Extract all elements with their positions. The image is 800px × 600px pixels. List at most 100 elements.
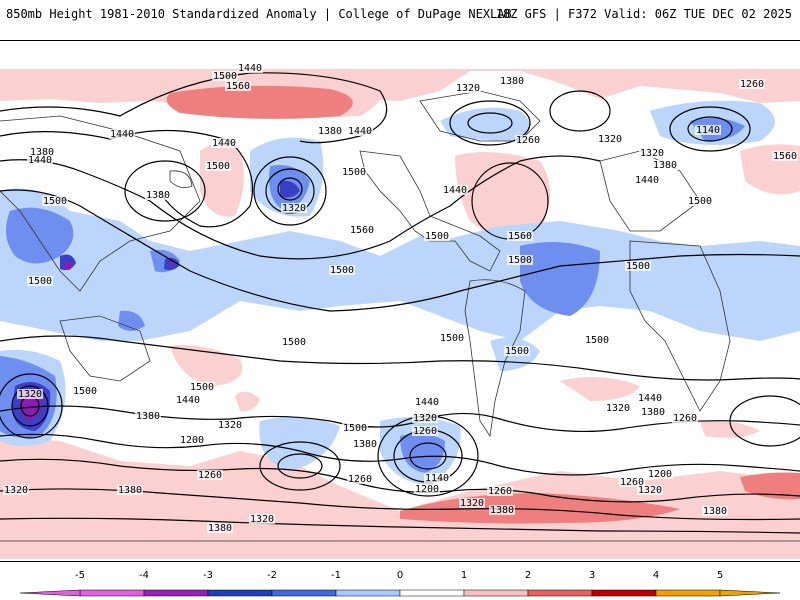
contour-label-bg	[584, 335, 610, 345]
contour-label: 1320	[598, 134, 622, 145]
map-title: 850mb Height 1981-2010 Standardized Anom…	[6, 7, 512, 21]
contour-label-bg	[739, 79, 765, 89]
contour-label: 1320	[413, 413, 437, 424]
contour-label: 1440	[238, 63, 262, 74]
contour-label: 1380	[500, 76, 524, 87]
contour-label-bg	[72, 386, 98, 396]
legend-color-segment	[655, 589, 721, 597]
contour-label-bg	[637, 485, 663, 495]
contour-label: 1380	[318, 126, 342, 137]
contour-label: 1200	[648, 469, 672, 480]
contour-label: 1560	[508, 231, 532, 242]
contour-label: 1440	[212, 138, 236, 149]
contour-label: 1500	[425, 231, 449, 242]
contour-label: 1320	[4, 485, 28, 496]
legend-tick-label: -2	[267, 570, 277, 581]
contour-label: 1380	[118, 485, 142, 496]
contour-label-bg	[459, 498, 485, 508]
contour-label: 1320	[638, 485, 662, 496]
contour-label-bg	[439, 333, 465, 343]
contour-label-bg	[27, 155, 53, 165]
contour-label-bg	[145, 190, 171, 200]
contour-label: 1320	[456, 83, 480, 94]
legend-color-segment	[527, 589, 593, 597]
legend-tick-label: -5	[75, 570, 85, 581]
contour-label-bg	[42, 196, 68, 206]
contour-label-bg	[207, 523, 233, 533]
contour-label: 1560	[226, 81, 250, 92]
legend-color-segment	[335, 589, 401, 597]
contour-label: 1380	[208, 523, 232, 534]
contour-label-bg	[625, 261, 651, 271]
contour-label-bg	[687, 196, 713, 206]
contour-label: 1440	[176, 395, 200, 406]
contour-label: 1380	[703, 506, 727, 517]
negative-anomaly-shading	[0, 100, 800, 486]
legend-color-segment	[143, 589, 209, 597]
contour-label-bg	[414, 397, 440, 407]
model-run-info: 18Z GFS | F372 Valid: 06Z TUE DEC 02 202…	[495, 7, 792, 21]
contour-label-bg	[237, 63, 263, 73]
contour-label: 1440	[443, 185, 467, 196]
contour-label: 1260	[620, 477, 644, 488]
contour-label: 1380	[30, 147, 54, 158]
contour-label-bg	[135, 411, 161, 421]
legend-max-arrow	[719, 589, 781, 597]
contour-label-bg	[507, 231, 533, 241]
contour-label-bg	[117, 485, 143, 495]
legend-color-segment	[463, 589, 529, 597]
contour-label: 1260	[673, 413, 697, 424]
contour-label: 1260	[740, 79, 764, 90]
contour-label-bg	[3, 485, 29, 495]
legend-color-segment	[207, 589, 273, 597]
legend-color-segment	[271, 589, 337, 597]
contour-label-bg	[281, 337, 307, 347]
legend-tick-label: 1	[461, 570, 467, 581]
contour-label: 1200	[180, 435, 204, 446]
legend-min-arrow	[19, 589, 81, 597]
contour-label: 1260	[516, 135, 540, 146]
colorbar-legend: -5 -4 -3 -2 -1 0 1 2 3 4 5	[0, 566, 800, 600]
contour-label-bg	[27, 276, 53, 286]
contour-label: 1260	[413, 426, 437, 437]
contour-label: 1380	[641, 407, 665, 418]
contour-label-bg	[672, 413, 698, 423]
contour-label: 1500	[626, 261, 650, 272]
contour-label: 1320	[460, 498, 484, 509]
contour-label: 1440	[110, 129, 134, 140]
contour-label-bg	[652, 160, 678, 170]
contour-label-bg	[507, 255, 533, 265]
contour-label: 1500	[342, 167, 366, 178]
contour-label-bg	[281, 203, 307, 213]
contour-label: 1260	[488, 486, 512, 497]
contour-label: 1440	[28, 155, 52, 166]
contour-label: 1380	[653, 160, 677, 171]
contour-label-bg	[205, 161, 231, 171]
contour-label: 1440	[415, 397, 439, 408]
contour-label: 1380	[353, 439, 377, 450]
contour-label-bg	[597, 134, 623, 144]
contour-label-bg	[342, 423, 368, 433]
contour-label: 1500	[213, 71, 237, 82]
contour-label: 1200	[415, 484, 439, 495]
contour-label: 1500	[585, 335, 609, 346]
contour-label: 1140	[425, 473, 449, 484]
contour-label-bg	[489, 505, 515, 515]
coastlines	[0, 90, 800, 542]
contour-label: 1320	[606, 403, 630, 414]
legend-color-segment	[79, 589, 145, 597]
contour-label: 1140	[696, 125, 720, 136]
contour-label-bg	[640, 407, 666, 417]
contour-label-bg	[504, 346, 530, 356]
contour-label: 1500	[343, 423, 367, 434]
contour-label-bg	[217, 420, 243, 430]
contour-label-bg	[412, 426, 438, 436]
contour-label-bg	[197, 470, 223, 480]
contour-label: 1320	[282, 203, 306, 214]
contour-label-bg	[347, 126, 373, 136]
contour-label-bg	[639, 148, 665, 158]
contour-label: 1320	[640, 148, 664, 159]
contour-label-bg	[442, 185, 468, 195]
contour-label-bg	[349, 225, 375, 235]
legend-color-segment	[591, 589, 657, 597]
